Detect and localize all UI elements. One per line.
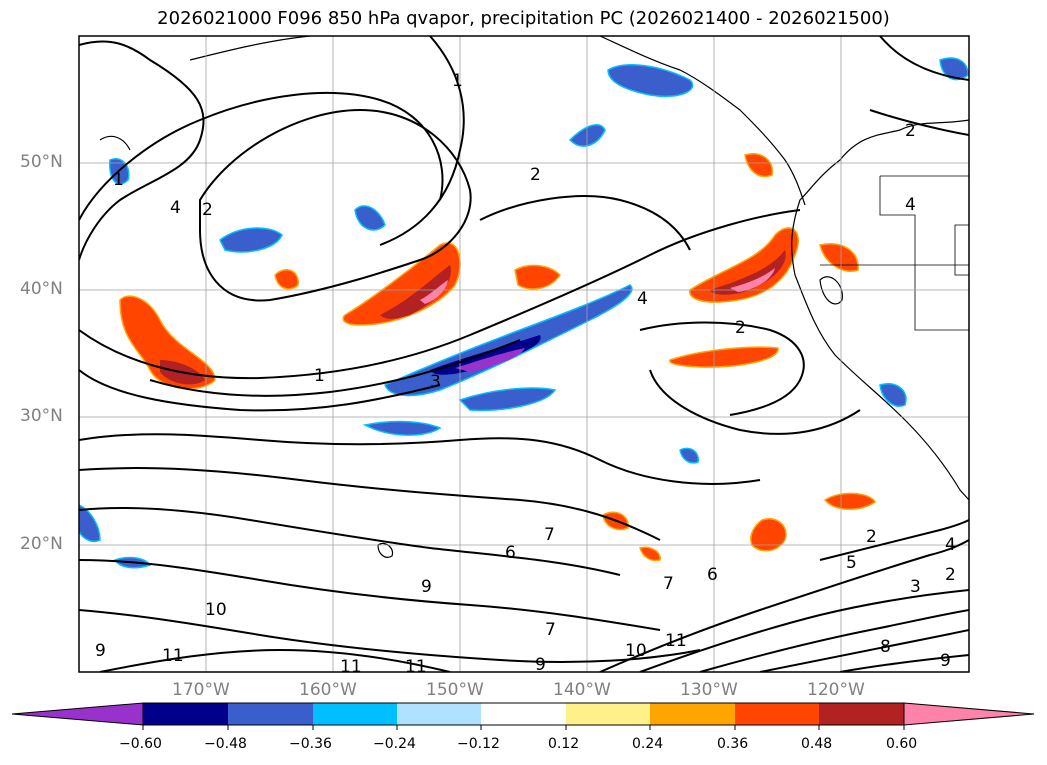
chart-title: 2026021000 F096 850 hPa qvapor, precipit… (157, 8, 890, 29)
colorbar-tick-label: 0.60 (886, 736, 918, 752)
contour-label: 3 (430, 372, 441, 392)
lon-label: 140°W (553, 680, 611, 700)
lat-label: 30°N (20, 406, 63, 426)
contour-label: 9 (421, 577, 432, 597)
contour-label: 2 (905, 121, 916, 141)
contour-label: 6 (707, 565, 718, 585)
colorbar-tick-label: 0.36 (717, 736, 749, 752)
colorbar-tick-label: −0.60 (119, 736, 162, 752)
colorbar-segment (819, 703, 904, 725)
contour-label: 8 (880, 637, 891, 657)
contour-label: 11 (665, 631, 687, 651)
colorbar-tick-label: −0.12 (457, 736, 500, 752)
contour-label: 7 (544, 525, 555, 545)
lat-label: 20°N (20, 534, 63, 554)
colorbar-tick-label: −0.24 (373, 736, 416, 752)
map-content (79, 36, 969, 672)
lat-label: 50°N (20, 152, 63, 172)
lon-label: 160°W (299, 680, 357, 700)
contour-label: 4 (905, 195, 916, 215)
colorbar-high-extend (903, 702, 1035, 726)
colorbar-segment (650, 703, 735, 725)
contour-label: 11 (162, 646, 184, 666)
contour-label: 1 (452, 71, 463, 91)
contour-labels: 1 2 4 1 2 3 4 2 1 4 2 6 7 9 6 7 10 11 9 … (95, 71, 956, 677)
contour-label: 9 (535, 655, 546, 675)
contour-label: 7 (545, 620, 556, 640)
colorbar-segment (735, 703, 819, 725)
contour-label: 9 (95, 641, 106, 661)
colorbar-segment (143, 703, 228, 725)
contour-label: 3 (910, 577, 921, 597)
contour-label: 11 (405, 657, 427, 677)
colorbar-tick-label: 0.24 (632, 736, 664, 752)
contour-label: 1 (314, 366, 325, 386)
contour-label: 4 (637, 289, 648, 309)
lon-label: 150°W (426, 680, 484, 700)
colorbar-segment (313, 703, 397, 725)
colorbar-tick-label: 0.12 (548, 736, 580, 752)
lat-label: 40°N (20, 279, 63, 299)
colorbar (11, 702, 1035, 730)
map-frame (78, 35, 970, 673)
lon-label: 130°W (680, 680, 738, 700)
colorbar-tick-label: −0.48 (204, 736, 247, 752)
colorbar-segment (566, 703, 650, 725)
map-background (79, 36, 969, 672)
colorbar-segment (397, 703, 481, 725)
contour-label: 6 (505, 543, 516, 563)
contour-label: 5 (846, 553, 857, 573)
coastlines (99, 36, 969, 558)
colorbar-low-extend (11, 702, 144, 726)
contour-label: 4 (170, 198, 181, 218)
contour-label: 2 (735, 318, 746, 338)
contour-label: 2 (866, 527, 877, 547)
contour-label: 11 (340, 657, 362, 677)
contour-label: 2 (945, 565, 956, 585)
contour-label: 1 (113, 170, 124, 190)
colorbar-tick-label: −0.36 (289, 736, 332, 752)
gridlines (79, 36, 969, 672)
contour-label: 10 (205, 600, 227, 620)
contour-label: 2 (530, 165, 541, 185)
contour-label: 9 (940, 651, 951, 671)
borders (820, 175, 969, 331)
contour-label: 7 (663, 574, 674, 594)
colorbar-tick-label: 0.48 (801, 736, 833, 752)
lon-label: 170°W (172, 680, 230, 700)
qvapor-contours (79, 36, 969, 672)
contour-label: 2 (202, 200, 213, 220)
colorbar-segment (481, 703, 566, 725)
contour-label: 10 (625, 641, 647, 661)
precip-fills (79, 57, 969, 569)
lon-label: 120°W (807, 680, 865, 700)
contour-label: 4 (945, 535, 956, 555)
colorbar-segment (228, 703, 313, 725)
